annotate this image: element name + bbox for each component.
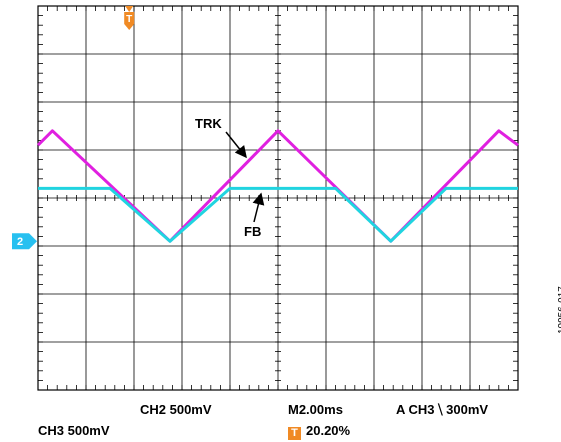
ch2-scale-readout: CH2 500mV xyxy=(140,402,212,417)
channel-2-marker-icon xyxy=(12,233,37,250)
annotations: TRK FB xyxy=(195,116,265,239)
graticule xyxy=(37,5,519,391)
trace-trk xyxy=(36,129,519,243)
trace-fb xyxy=(38,186,518,243)
markers: T2 xyxy=(12,6,135,250)
trigger-pointer-icon xyxy=(124,24,135,30)
timebase-readout: M2.00ms xyxy=(288,402,343,417)
trigger-readout: A CH3 ⧹ 300mV xyxy=(396,402,489,417)
trigger-position-value: 20.20% xyxy=(306,423,351,438)
annotation-trk-label: TRK xyxy=(195,116,222,131)
ch3-scale-readout: CH3 500mV xyxy=(38,423,110,438)
trigger-position-readout: T 20.20% xyxy=(288,423,350,440)
trigger-badge-icon: T xyxy=(288,427,301,440)
annotation-fb-arrow xyxy=(252,192,265,223)
channel-2-marker-label: 2 xyxy=(17,236,23,248)
trigger-badge-icon xyxy=(124,12,135,24)
traces xyxy=(36,129,519,243)
figure-id: 10956-017 xyxy=(557,286,561,334)
trigger-badge-label: T xyxy=(126,14,132,25)
annotation-fb-label: FB xyxy=(244,224,261,239)
trigger-arrow-icon xyxy=(125,6,134,12)
annotation-trk-arrow xyxy=(225,131,247,159)
